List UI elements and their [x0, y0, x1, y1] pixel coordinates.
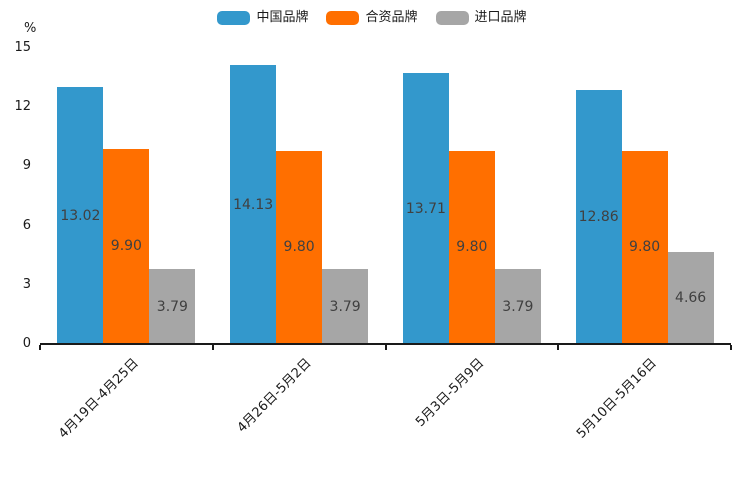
bar-value-label: 3.79: [502, 298, 534, 315]
bar-group-1: 14.13 9.80 3.79: [213, 65, 386, 344]
bar-value-label: 3.79: [156, 298, 188, 315]
y-tick-label: 3: [22, 276, 31, 292]
y-tick-label: 6: [22, 217, 31, 233]
x-axis-tick: [39, 345, 41, 350]
bar-series-1-group-0: 9.90: [103, 148, 150, 344]
bar-value-label: 3.79: [329, 298, 361, 315]
x-axis-tick: [211, 345, 214, 350]
x-category-label-0: 4月19日-4月25日: [56, 355, 142, 442]
bar-series-0-group-2: 13.71: [402, 73, 449, 344]
bar-series-0-group-3: 12.86: [575, 90, 622, 344]
bar-series-1-group-3: 9.80: [621, 150, 668, 344]
bar-value-label: 14.13: [233, 196, 274, 213]
chart-legend: 中国品牌 合资品牌 进口品牌: [0, 11, 744, 25]
legend-swatch: [326, 11, 360, 25]
legend-swatch: [217, 11, 251, 25]
bar-value-label: 9.90: [110, 238, 142, 255]
legend-swatch: [435, 11, 469, 25]
x-axis-tick: [730, 345, 732, 350]
bar-group-0: 13.02 9.90 3.79: [40, 87, 213, 344]
bar-series-2-group-2: 3.79: [494, 269, 541, 344]
bar-group-3: 12.86 9.80 4.66: [558, 90, 731, 344]
bar-series-2-group-0: 3.79: [149, 269, 196, 344]
legend-item-series-1[interactable]: 合资品牌: [326, 10, 418, 25]
legend-label: 进口品牌: [474, 10, 527, 25]
x-category-label-3: 5月10日-5月16日: [574, 355, 661, 442]
legend-label: 合资品牌: [365, 10, 418, 25]
bar-value-label: 13.71: [405, 200, 446, 217]
bar-series-1-group-2: 9.80: [448, 150, 495, 344]
bar-series-0-group-1: 14.13: [230, 65, 277, 344]
y-axis-unit-label: %: [24, 21, 37, 36]
bar-value-label: 12.86: [578, 209, 619, 226]
bar-value-label: 9.80: [456, 239, 488, 256]
bar-series-2-group-3: 4.66: [667, 252, 714, 344]
y-tick-label: 9: [22, 158, 31, 174]
bar-value-label: 9.80: [629, 239, 661, 256]
y-tick-label: 0: [22, 336, 31, 351]
bar-value-label: 13.02: [60, 207, 101, 224]
x-category-label-2: 5月3日-5月9日: [413, 355, 488, 430]
bar-series-0-group-0: 13.02: [57, 87, 104, 344]
bar-value-label: 4.66: [675, 290, 707, 307]
bar-group-2: 13.71 9.80 3.79: [386, 73, 559, 344]
bar-series-1-group-1: 9.80: [276, 150, 323, 344]
x-axis-tick: [384, 345, 387, 350]
bar-series-2-group-1: 3.79: [322, 269, 369, 344]
x-category-label-1: 4月26日-5月2日: [234, 355, 315, 436]
x-axis-line: [40, 343, 731, 345]
bar-value-label: 9.80: [283, 239, 315, 256]
legend-item-series-0[interactable]: 中国品牌: [217, 11, 308, 25]
legend-item-series-2[interactable]: 进口品牌: [435, 10, 527, 25]
y-tick-label: 15: [14, 40, 31, 55]
legend-label: 中国品牌: [256, 10, 309, 25]
x-axis-tick: [557, 345, 560, 350]
y-tick-label: 12: [14, 99, 31, 115]
